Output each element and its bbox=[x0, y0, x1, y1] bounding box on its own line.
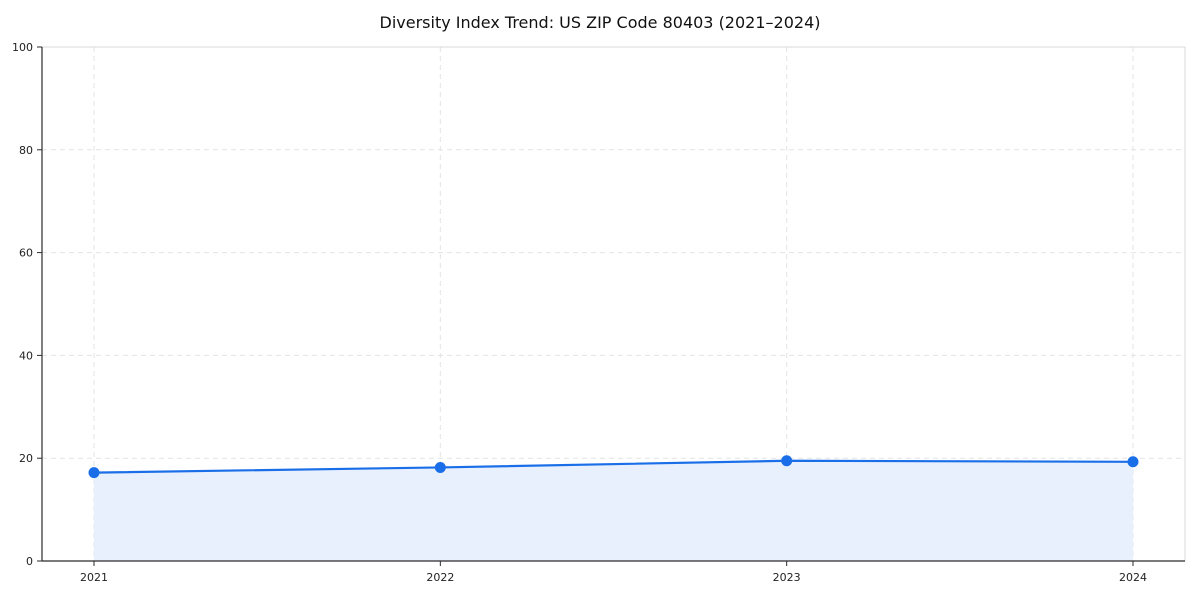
chart-title: Diversity Index Trend: US ZIP Code 80403… bbox=[379, 13, 821, 32]
y-tick-label: 0 bbox=[26, 555, 33, 568]
data-point-2023 bbox=[781, 455, 793, 467]
y-tick-label: 80 bbox=[19, 144, 33, 157]
y-tick-label: 40 bbox=[19, 349, 33, 362]
x-tick-label: 2024 bbox=[1119, 571, 1147, 584]
x-tick-label: 2021 bbox=[80, 571, 108, 584]
x-tick-label: 2022 bbox=[426, 571, 454, 584]
y-tick-label: 20 bbox=[19, 452, 33, 465]
x-tick-label: 2023 bbox=[773, 571, 801, 584]
data-point-2022 bbox=[434, 461, 446, 473]
y-tick-label: 60 bbox=[19, 247, 33, 260]
trend-line bbox=[92, 459, 1135, 474]
y-tick-label: 100 bbox=[12, 41, 33, 54]
area-fill bbox=[94, 460, 1133, 561]
data-point-2021 bbox=[88, 467, 100, 479]
data-point-2024 bbox=[1127, 456, 1139, 468]
